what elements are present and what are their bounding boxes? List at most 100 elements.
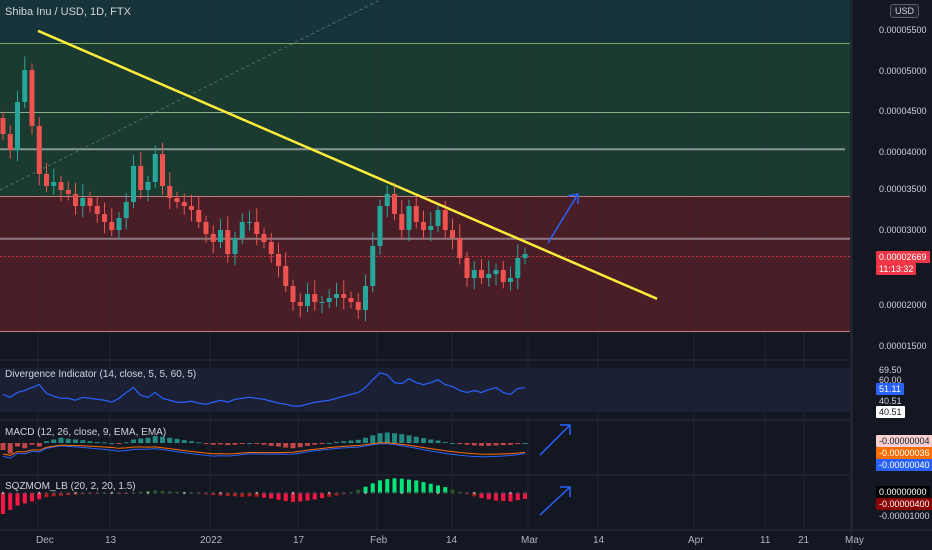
candle xyxy=(268,242,274,254)
candle xyxy=(218,230,223,242)
macd-histogram-bar xyxy=(471,443,477,446)
sqzmom-dot xyxy=(364,491,367,495)
sqzmom-dot xyxy=(458,491,461,495)
macd-histogram-bar xyxy=(87,441,93,443)
sqzmom-indicator-label[interactable]: SQZMOM_LB (20, 2, 20, 1.5) xyxy=(5,481,136,492)
macd-histogram-bar xyxy=(363,437,368,443)
candle xyxy=(355,302,361,310)
macd-histogram-bar xyxy=(210,443,216,445)
sqzmom-dot xyxy=(23,491,26,495)
sqzmom-dot xyxy=(96,491,99,495)
macd-histogram-bar xyxy=(399,434,405,443)
sqzmom-dot xyxy=(38,491,41,495)
candle xyxy=(225,230,231,254)
arrow-head xyxy=(567,193,579,204)
sqzmom-bar xyxy=(44,493,49,498)
price-tick: 0.00005500 xyxy=(879,25,927,35)
sqzmom-bar xyxy=(392,478,397,493)
candle xyxy=(334,294,339,298)
macd-histogram-bar xyxy=(276,443,281,447)
sqzmom-bar xyxy=(305,493,310,501)
sqzmom-dot xyxy=(422,491,425,495)
macd-histogram-bar xyxy=(116,443,122,445)
candle xyxy=(232,238,238,254)
macd-histogram-bar xyxy=(29,443,35,445)
macd-histogram-bar xyxy=(160,436,165,443)
time-label: Apr xyxy=(688,535,704,546)
sqzmom-dot xyxy=(212,491,215,495)
macd-histogram-bar xyxy=(377,433,383,443)
sqzmom-dot xyxy=(306,491,309,495)
sqzmom-dot xyxy=(262,491,266,495)
candle xyxy=(254,222,260,234)
candle xyxy=(22,70,28,102)
macd-line-value: -0.00000040 xyxy=(876,459,932,471)
sqzmom-bar xyxy=(8,493,13,510)
sqzmom-bar xyxy=(523,493,527,499)
macd-histogram-bar xyxy=(406,435,412,443)
candle xyxy=(15,102,20,150)
sqzmom-dot xyxy=(117,491,121,495)
sqzmom-dot xyxy=(516,491,519,495)
sqzmom-bar xyxy=(312,493,317,500)
candle xyxy=(326,298,332,302)
time-label: 14 xyxy=(446,535,458,546)
sqzmom-zero-value: 0.00000000 xyxy=(876,486,930,498)
macd-histogram-bar xyxy=(109,443,115,444)
macd-histogram-bar xyxy=(181,440,187,443)
divergence-indicator-label[interactable]: Divergence Indicator (14, close, 5, 5, 6… xyxy=(5,369,197,380)
candle xyxy=(138,166,144,190)
sqzmom-bar xyxy=(515,493,520,501)
candle xyxy=(435,210,441,226)
sqzmom-dot xyxy=(255,491,258,495)
macd-indicator-label[interactable]: MACD (12, 26, close, 9, EMA, EMA) xyxy=(5,427,167,438)
candle xyxy=(305,294,310,306)
price-tick: 0.00005000 xyxy=(879,66,927,76)
candle xyxy=(319,302,325,303)
sqzmom-bar xyxy=(1,493,5,514)
macd-histogram-bar xyxy=(196,442,202,444)
macd-histogram-bar xyxy=(326,443,332,444)
divergence-band xyxy=(0,368,850,412)
candle xyxy=(377,206,383,246)
sqzmom-bar xyxy=(334,493,339,496)
macd-histogram-bar xyxy=(203,443,209,444)
macd-histogram-bar xyxy=(268,443,274,446)
candle xyxy=(413,206,419,222)
macd-signal-value: -0.00000036 xyxy=(876,447,932,459)
macd-histogram-bar xyxy=(174,438,180,443)
candle xyxy=(508,278,513,282)
macd-histogram-bar xyxy=(218,443,223,445)
sqzmom-bar xyxy=(501,493,506,501)
time-label: Dec xyxy=(36,535,54,546)
macd-hist-value: -0.00000004 xyxy=(876,435,932,447)
sqzmom-bar xyxy=(247,493,252,497)
candle xyxy=(276,254,281,266)
candle xyxy=(87,198,93,206)
sqzmom-dot xyxy=(103,491,106,495)
sqzmom-dot xyxy=(502,491,505,495)
sqzmom-bar xyxy=(254,493,259,497)
macd-histogram-bar xyxy=(486,443,492,446)
sqzmom-dot xyxy=(132,491,135,495)
currency-button[interactable]: USD xyxy=(889,4,919,18)
sqzmom-dot xyxy=(59,491,63,495)
sqzmom-dot xyxy=(429,491,432,495)
sqzmom-dot xyxy=(125,491,128,495)
candle xyxy=(247,222,252,223)
candle xyxy=(109,222,115,230)
macd-histogram-bar xyxy=(145,437,151,443)
candle xyxy=(392,194,397,214)
sqzmom-dot xyxy=(473,491,476,495)
sqzmom-dot xyxy=(52,491,55,495)
sqzmom-dot xyxy=(400,491,403,495)
macd-histogram-bar xyxy=(290,443,296,449)
macd-histogram-bar xyxy=(239,443,245,444)
macd-histogram-bar xyxy=(297,443,303,448)
sqzmom-dot xyxy=(1,491,5,495)
candle xyxy=(167,186,173,198)
sqzmom-bar xyxy=(291,493,295,502)
candle xyxy=(94,206,100,214)
candle xyxy=(486,274,492,278)
